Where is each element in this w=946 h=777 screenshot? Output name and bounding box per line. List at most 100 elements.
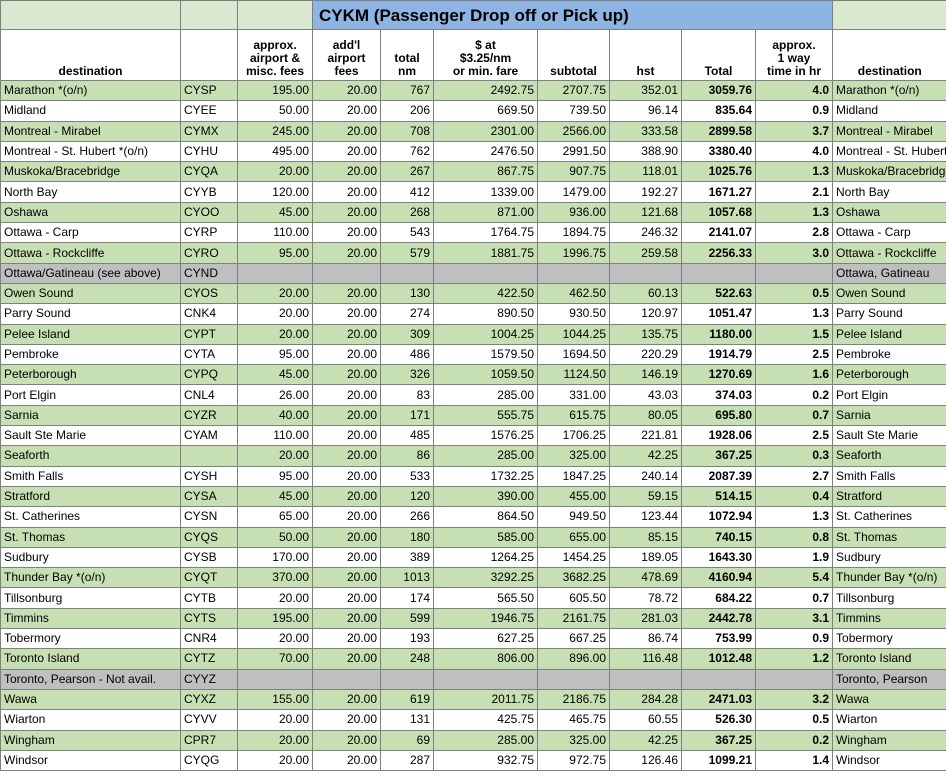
destination-cell: Ottawa/Gatineau (see above): [0, 262, 181, 284]
value-cell: 3059.76: [681, 79, 756, 102]
value-cell: 59.15: [609, 485, 682, 508]
destination-cell: Thunder Bay *(o/n): [832, 567, 946, 589]
value-cell: 0.3: [754, 445, 834, 467]
value-cell: 45.00: [237, 201, 313, 224]
value-cell: 20.00: [312, 648, 381, 670]
destination-cell: Oshawa: [832, 201, 946, 224]
code-cell: CYQS: [180, 526, 238, 548]
value-cell: 20.00: [312, 607, 381, 630]
value-cell: 20.00: [312, 303, 381, 325]
value-cell: 20.00: [312, 526, 381, 548]
destination-cell: St. Catherines: [0, 506, 181, 528]
value-cell: 543: [380, 222, 434, 244]
value-cell: 20.00: [312, 485, 381, 508]
column-header: approx. 1 way time in hr: [754, 29, 834, 81]
destination-cell: Toronto, Pearson - Not avail.: [0, 668, 181, 690]
destination-cell: Ottawa, Gatineau: [832, 262, 946, 284]
value-cell: 20.00: [312, 445, 381, 467]
value-cell: 753.99: [681, 628, 756, 650]
value-cell: 95.00: [237, 343, 313, 366]
value-cell: 619: [380, 688, 434, 711]
value-cell: [754, 262, 834, 284]
header-row: destination approx. airport & misc. fees a…: [0, 29, 946, 81]
value-cell: 1996.75: [537, 242, 610, 264]
data-row: St. Thomas CYQS 50.00 20.00 180 585.00 655.00 8…: [0, 526, 946, 548]
value-cell: 1264.25: [433, 546, 538, 569]
value-cell: 189.05: [609, 546, 682, 569]
destination-cell: Tobermory: [0, 628, 181, 650]
data-row: Timmins CYTS 195.00 20.00 599 1946.75 2161.75 2…: [0, 607, 946, 630]
value-cell: 669.50: [433, 100, 538, 122]
code-cell: CYQG: [180, 749, 238, 772]
destination-cell: Seaforth: [832, 445, 946, 467]
value-cell: 806.00: [433, 648, 538, 670]
data-row: Seaforth 20.00 20.00 86 285.00 325.00 42.25 367…: [0, 445, 946, 467]
value-cell: 121.68: [609, 201, 682, 224]
destination-cell: Owen Sound: [832, 282, 946, 305]
column-header: total nm: [380, 29, 434, 81]
code-cell: CYXZ: [180, 688, 238, 711]
value-cell: 20.00: [312, 709, 381, 731]
data-row: Toronto Island CYTZ 70.00 20.00 248 806.00 896…: [0, 648, 946, 670]
value-cell: 285.00: [433, 445, 538, 467]
value-cell: 390.00: [433, 485, 538, 508]
value-cell: 174: [380, 587, 434, 609]
value-cell: 3682.25: [537, 567, 610, 589]
value-cell: [681, 668, 756, 690]
destination-cell: Pelee Island: [0, 323, 181, 345]
destination-cell: North Bay: [0, 181, 181, 203]
destination-cell: Sudbury: [832, 546, 946, 569]
destination-cell: Wiarton: [0, 709, 181, 731]
data-row: Tobermory CNR4 20.00 20.00 193 627.25 667.25 86…: [0, 628, 946, 650]
value-cell: 20.00: [237, 282, 313, 305]
value-cell: 326: [380, 364, 434, 386]
value-cell: 20.00: [237, 729, 313, 751]
value-cell: 2492.75: [433, 79, 538, 102]
value-cell: 762: [380, 140, 434, 163]
value-cell: 1.3: [754, 201, 834, 224]
data-row: Parry Sound CNK4 20.00 20.00 274 890.50 930.50…: [0, 303, 946, 325]
destination-cell: Thunder Bay *(o/n): [0, 567, 181, 589]
value-cell: 195.00: [237, 607, 313, 630]
data-row: Midland CYEE 50.00 20.00 206 669.50 739.50 96.1…: [0, 100, 946, 122]
data-row: Ottawa/Gatineau (see above) CYND Ottawa, G…: [0, 262, 946, 284]
destination-cell: Montreal - St. Hubert: [832, 140, 946, 163]
value-cell: 1.3: [754, 161, 834, 183]
data-row: Ottawa - Rockcliffe CYRO 95.00 20.00 579 1881…: [0, 242, 946, 264]
value-cell: 20.00: [312, 465, 381, 487]
destination-cell: Timmins: [832, 607, 946, 630]
value-cell: 95.00: [237, 242, 313, 264]
value-cell: 20.00: [312, 587, 381, 609]
blank-cell: [180, 0, 238, 30]
code-cell: CYEE: [180, 100, 238, 122]
value-cell: 146.19: [609, 364, 682, 386]
code-cell: CNK4: [180, 303, 238, 325]
value-cell: 1732.25: [433, 465, 538, 487]
data-row: Wawa CYXZ 155.00 20.00 619 2011.75 2186.75 284.…: [0, 688, 946, 711]
code-cell: CYND: [180, 262, 238, 284]
destination-cell: Wawa: [0, 688, 181, 711]
value-cell: 3.0: [754, 242, 834, 264]
value-cell: 80.05: [609, 404, 682, 427]
value-cell: 20.00: [237, 303, 313, 325]
value-cell: 1124.50: [537, 364, 610, 386]
column-header: hst: [609, 29, 682, 81]
value-cell: 20.00: [312, 201, 381, 224]
data-row: Thunder Bay *(o/n) CYQT 370.00 20.00 1013 329…: [0, 567, 946, 589]
value-cell: [433, 262, 538, 284]
value-cell: 116.48: [609, 648, 682, 670]
value-cell: 20.00: [237, 445, 313, 467]
value-cell: 605.50: [537, 587, 610, 609]
value-cell: 3.1: [754, 607, 834, 630]
code-cell: CYSH: [180, 465, 238, 487]
value-cell: 367.25: [681, 729, 756, 751]
code-cell: CYRO: [180, 242, 238, 264]
blank-cell: [832, 0, 946, 30]
value-cell: 126.46: [609, 749, 682, 772]
value-cell: 1576.25: [433, 425, 538, 447]
value-cell: 20.00: [312, 749, 381, 772]
value-cell: 20.00: [237, 749, 313, 772]
value-cell: 96.14: [609, 100, 682, 122]
value-cell: 1051.47: [681, 303, 756, 325]
code-cell: CYVV: [180, 709, 238, 731]
